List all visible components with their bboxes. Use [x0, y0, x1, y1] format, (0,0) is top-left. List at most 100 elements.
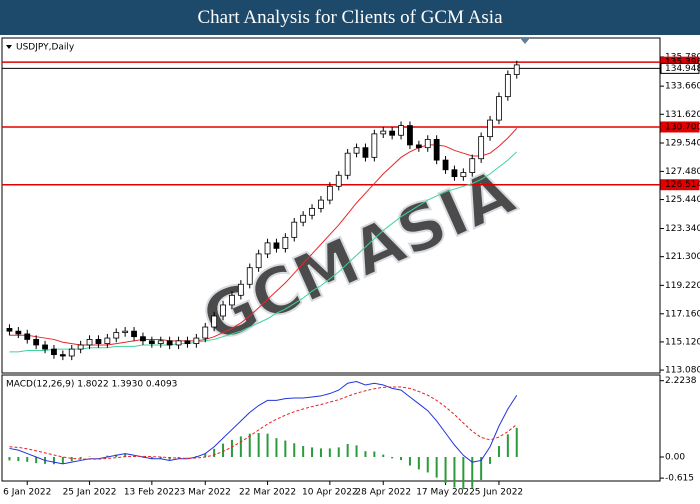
candle-body	[514, 65, 519, 75]
y-tick-label: 2.2238	[665, 376, 697, 386]
macd-histogram-bar	[391, 457, 393, 458]
macd-histogram-bar	[329, 448, 331, 457]
candle-body	[354, 148, 359, 154]
macd-histogram-bar	[311, 447, 313, 457]
y-tick-label: 0.00	[665, 453, 685, 463]
candle-body	[185, 341, 190, 344]
candle-body	[238, 284, 243, 295]
candle-body	[274, 243, 279, 249]
candle-body	[479, 137, 484, 159]
macd-histogram-bar	[258, 433, 260, 457]
x-tick-label: 3 Mar 2022	[180, 488, 231, 498]
macd-histogram-bar	[338, 447, 340, 457]
candle-body	[416, 145, 421, 148]
y-tick-label: 131.620	[665, 110, 700, 120]
candle-body	[203, 327, 208, 338]
candle-body	[443, 160, 448, 170]
macd-histogram-bar	[409, 457, 411, 466]
macd-histogram-bar	[8, 457, 10, 460]
candle-body	[301, 215, 306, 222]
macd-histogram-bar	[382, 455, 384, 457]
candle-body	[87, 339, 92, 345]
macd-histogram-bar	[275, 438, 277, 457]
candle-body	[292, 222, 297, 237]
macd-histogram-bar	[17, 457, 19, 461]
macd-histogram-bar	[35, 457, 37, 463]
macd-histogram-bar	[213, 449, 215, 457]
macd-histogram-bar	[436, 457, 438, 478]
candle-body	[318, 200, 323, 208]
macd-histogram-bar	[320, 448, 322, 457]
candle-body	[7, 328, 12, 331]
candle-body	[461, 173, 466, 177]
macd-histogram-bar	[418, 457, 420, 469]
y-tick-label: 127.480	[665, 167, 700, 177]
candle-body	[327, 186, 332, 200]
macd-histogram-bar	[302, 446, 304, 457]
symbol-arrow	[6, 45, 12, 49]
x-tick-label: 25 Jan 2022	[63, 488, 117, 498]
macd-histogram-bar	[222, 444, 224, 457]
candle-body	[34, 339, 39, 345]
macd-histogram-bar	[445, 457, 447, 483]
candle-body	[265, 243, 270, 254]
macd-histogram-bar	[293, 443, 295, 457]
macd-panel	[2, 375, 660, 481]
macd-histogram-bar	[80, 457, 82, 459]
macd-histogram-bar	[498, 446, 500, 457]
candle-body	[167, 341, 172, 345]
macd-label: MACD(12,26,9) 1.8022 1.3930 0.4093	[6, 380, 177, 390]
macd-histogram-bar	[462, 457, 464, 489]
candle-body	[176, 341, 181, 345]
x-tick-label: 22 Mar 2022	[239, 488, 296, 498]
macd-histogram-bar	[373, 452, 375, 457]
macd-histogram-bar	[26, 457, 28, 462]
candle-body	[140, 337, 145, 341]
candle-body	[194, 338, 199, 344]
macd-histogram-bar	[347, 444, 349, 457]
y-tick-label: 117.160	[665, 309, 700, 319]
macd-line	[9, 382, 516, 464]
candle-body	[96, 339, 101, 343]
candle-body	[158, 341, 163, 344]
candle-body	[496, 97, 501, 120]
x-tick-label: 17 May 2022	[416, 488, 475, 498]
candle-body	[25, 334, 30, 340]
header-title: Chart Analysis for Clients of GCM Asia	[0, 0, 700, 35]
watermark: GCMASIA	[192, 155, 526, 358]
x-tick-label: 10 Apr 2022	[302, 488, 358, 498]
y-tick-label: 113.080	[665, 366, 700, 376]
macd-histogram-bar	[516, 428, 518, 457]
y-tick-label: 115.120	[665, 337, 700, 347]
macd-histogram-bar	[453, 457, 455, 488]
y-tick-label: 123.340	[665, 224, 700, 234]
main-panel	[2, 38, 660, 373]
x-tick-label: 13 Feb 2022	[124, 488, 180, 498]
macd-histogram-bar	[489, 457, 491, 464]
macd-histogram-bar	[231, 440, 233, 457]
candle-body	[16, 331, 21, 334]
y-tick-label: 119.220	[665, 281, 700, 291]
candle-body	[247, 268, 252, 285]
candle-body	[212, 316, 217, 327]
candle-body	[60, 355, 65, 356]
candle-body	[78, 345, 83, 349]
candle-body	[336, 175, 341, 186]
macd-histogram-bar	[356, 445, 358, 457]
macd-histogram-bar	[507, 434, 509, 457]
chart: USDJPY,Daily MACD(12,26,9) 1.8022 1.3930…	[0, 35, 700, 500]
candle-body	[505, 75, 510, 97]
y-tick-label: 121.300	[665, 252, 700, 262]
macd-histogram-bar	[427, 457, 429, 472]
macd-histogram-bar	[62, 457, 64, 464]
level-label: 126.514	[665, 180, 700, 190]
macd-histogram-bar	[267, 434, 269, 457]
candle-body	[114, 333, 119, 339]
macd-histogram-bar	[249, 434, 251, 457]
y-tick-label: 129.540	[665, 138, 700, 148]
candle-body	[51, 349, 56, 355]
level-label: 130.700	[665, 122, 700, 132]
candle-body	[69, 349, 74, 356]
symbol-label: USDJPY,Daily	[16, 43, 75, 53]
